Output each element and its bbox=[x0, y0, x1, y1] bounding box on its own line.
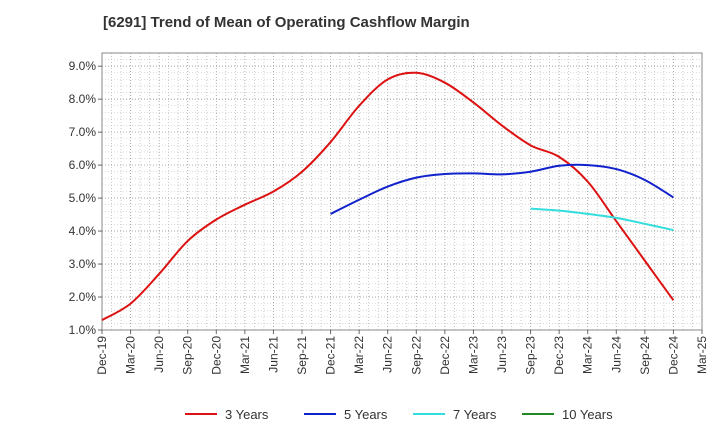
legend-label-5-years: 5 Years bbox=[344, 407, 388, 422]
grid-layer bbox=[102, 53, 702, 331]
x-tick-label: Mar-24 bbox=[581, 336, 595, 374]
series-line-5-years bbox=[330, 163, 674, 215]
y-tick-label: 2.0% bbox=[69, 290, 97, 304]
x-tick-label: Dec-22 bbox=[438, 336, 452, 375]
x-tick-label: Jun-23 bbox=[495, 336, 509, 373]
series-line-3-years bbox=[101, 71, 675, 321]
chart-title: [6291] Trend of Mean of Operating Cashfl… bbox=[103, 14, 470, 31]
series-layer bbox=[101, 71, 675, 321]
x-tick-label: Sep-22 bbox=[409, 336, 423, 375]
y-tick-label: 9.0% bbox=[69, 59, 97, 73]
y-tick-label: 8.0% bbox=[69, 92, 97, 106]
x-tick-label: Dec-24 bbox=[666, 336, 680, 375]
x-tick-label: Dec-19 bbox=[95, 336, 109, 375]
y-tick-label: 5.0% bbox=[69, 191, 97, 205]
x-tick-label: Sep-24 bbox=[638, 336, 652, 375]
x-tick-label: Dec-21 bbox=[324, 336, 338, 375]
x-tick-label: Jun-22 bbox=[381, 336, 395, 373]
x-tick-label: Jun-21 bbox=[266, 336, 280, 373]
legend-label-7-years: 7 Years bbox=[453, 407, 497, 422]
x-tick-label: Jun-20 bbox=[152, 336, 166, 373]
series-line-7-years bbox=[530, 207, 674, 232]
plot-frame bbox=[101, 52, 703, 331]
x-tick-label: Sep-21 bbox=[295, 336, 309, 375]
legend: 3 Years 5 Years 7 Years 10 Years bbox=[185, 407, 613, 422]
y-tick-label: 1.0% bbox=[69, 323, 97, 337]
x-tick-label: Mar-20 bbox=[124, 336, 138, 374]
x-tick-label: Mar-25 bbox=[695, 336, 709, 374]
y-tick-label: 3.0% bbox=[69, 257, 97, 271]
x-tick-label: Dec-23 bbox=[552, 336, 566, 375]
y-axis-ticks: 1.0% 2.0% 3.0% 4.0% 5.0% 6.0% 7.0% 8.0% 9.0% bbox=[69, 59, 102, 337]
x-tick-label: Mar-22 bbox=[352, 336, 366, 374]
x-tick-label: Sep-23 bbox=[524, 336, 538, 375]
x-tick-label: Mar-23 bbox=[466, 336, 480, 374]
x-tick-label: Sep-20 bbox=[181, 336, 195, 375]
x-tick-label: Jun-24 bbox=[609, 336, 623, 373]
x-tick-label: Mar-21 bbox=[238, 336, 252, 374]
x-tick-label: Dec-20 bbox=[209, 336, 223, 375]
legend-label-10-years: 10 Years bbox=[562, 407, 613, 422]
y-tick-label: 6.0% bbox=[69, 158, 97, 172]
y-tick-label: 4.0% bbox=[69, 224, 97, 238]
y-tick-label: 7.0% bbox=[69, 125, 97, 139]
x-axis-ticks: Dec-19 Mar-20 Jun-20 Sep-20 Dec-20 Mar-21 Jun-… bbox=[95, 330, 709, 375]
legend-label-3-years: 3 Years bbox=[225, 407, 269, 422]
